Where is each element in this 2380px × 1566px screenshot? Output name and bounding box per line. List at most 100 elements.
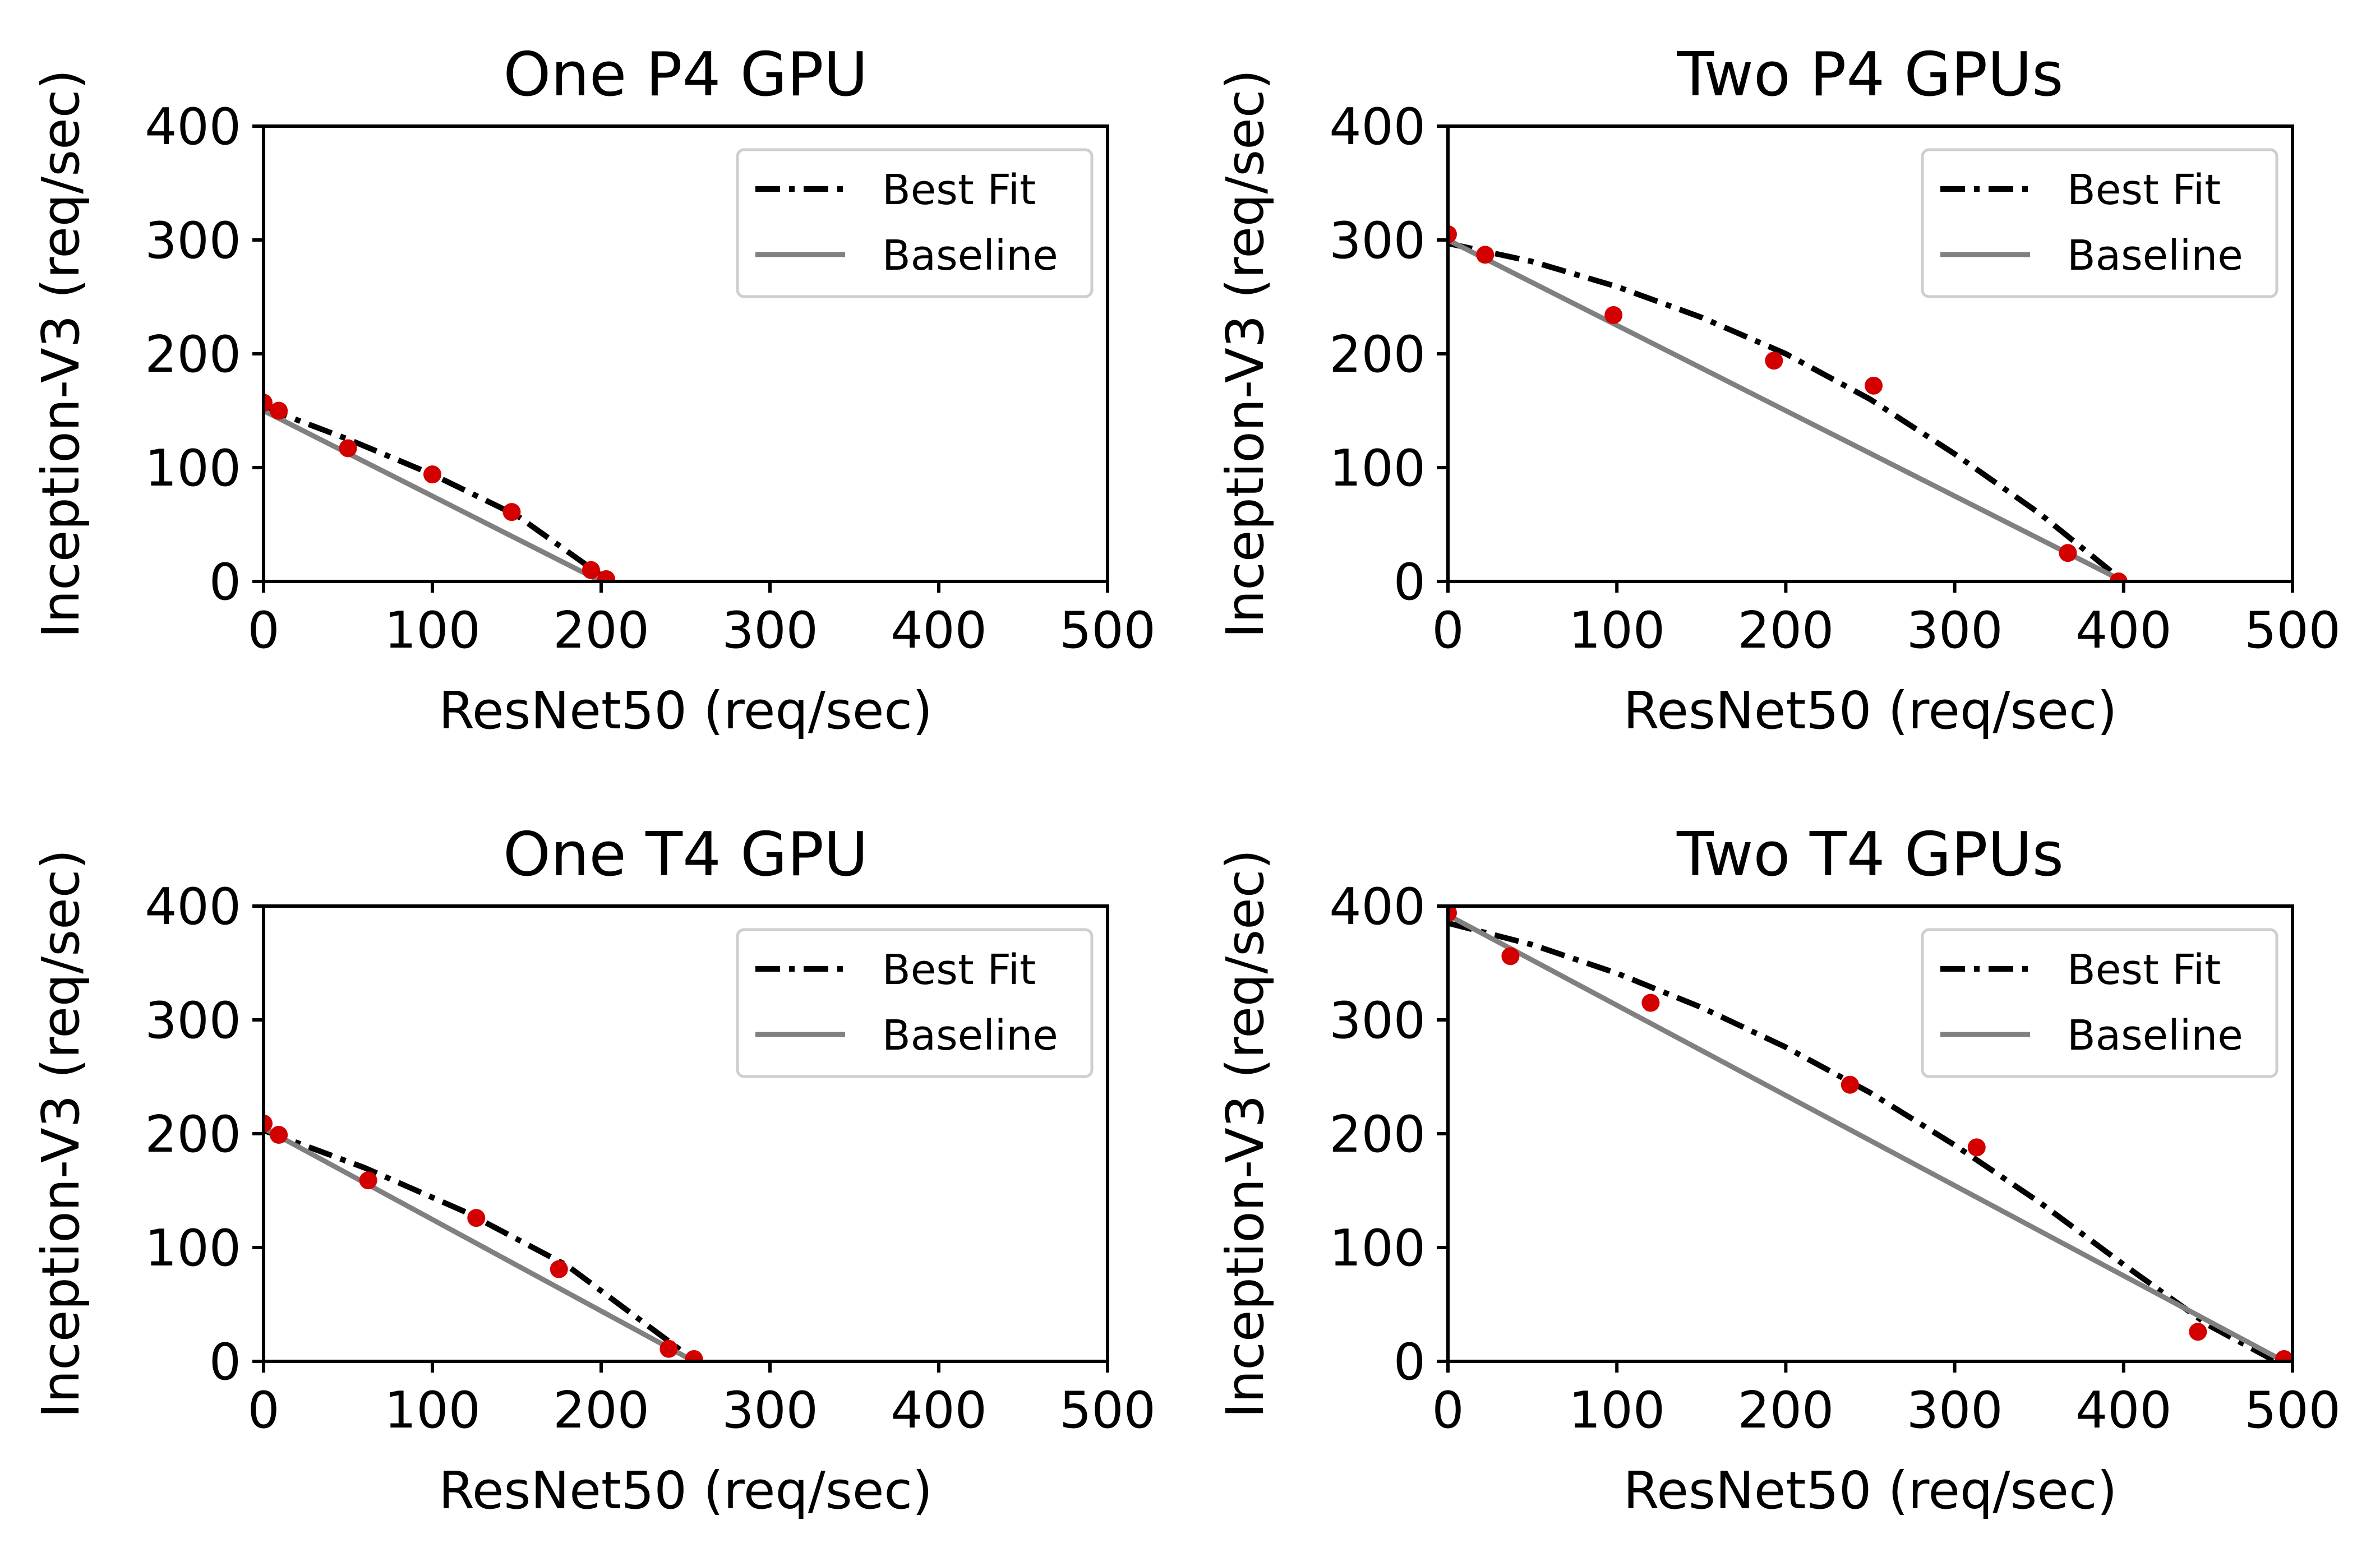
x-tick-label: 500 [1059, 601, 1156, 660]
x-tick-label: 300 [722, 1381, 818, 1440]
x-tick-label: 100 [384, 1381, 481, 1440]
data-point [270, 1126, 288, 1144]
y-tick-label: 0 [1394, 1333, 1426, 1392]
y-tick-label: 400 [1329, 98, 1426, 156]
x-axis-label: ResNet50 (req/sec) [439, 681, 933, 741]
baseline-line [1448, 237, 2125, 581]
x-tick-label: 0 [247, 1381, 279, 1440]
legend-label: Best Fit [882, 166, 1036, 214]
data-point [1765, 352, 1783, 370]
data-point [359, 1171, 377, 1190]
x-tick-label: 0 [1432, 1381, 1464, 1440]
data-point [1967, 1138, 1986, 1157]
data-point [1476, 246, 1495, 264]
x-tick-label: 0 [1432, 601, 1464, 660]
x-tick-label: 400 [891, 1381, 987, 1440]
y-axis-label: Inception-V3 (req/sec) [31, 849, 91, 1418]
plot-area [1448, 906, 2293, 1361]
y-tick-label: 200 [1329, 1105, 1426, 1164]
y-tick-label: 300 [145, 211, 241, 270]
data-point [1604, 306, 1623, 324]
data-point [685, 1350, 703, 1361]
best-fit-line [264, 404, 611, 581]
x-tick-label: 300 [1907, 1381, 2003, 1440]
data-point [2059, 544, 2077, 562]
x-axis-label: ResNet50 (req/sec) [1623, 681, 2118, 741]
y-tick-label: 0 [1394, 553, 1426, 612]
legend-label: Best Fit [882, 946, 1036, 994]
baseline-line [1448, 913, 2286, 1361]
y-tick-label: 200 [1329, 325, 1426, 384]
plot-area [264, 394, 616, 581]
data-point [582, 561, 600, 579]
y-tick-label: 400 [145, 98, 241, 156]
legend-label: Baseline [2067, 232, 2243, 280]
data-point [467, 1209, 486, 1227]
data-point [502, 503, 521, 521]
legend-label: Best Fit [2067, 166, 2221, 214]
y-tick-label: 200 [145, 1105, 241, 1164]
chart-panel-1: One P4 GPU 0 100 200 300 400 500 0 100 200 300 400 R… [31, 40, 1156, 741]
legend: Best Fit Baseline [1921, 928, 2278, 1078]
baseline-line [264, 408, 603, 581]
y-axis-label: Inception-V3 (req/sec) [31, 70, 91, 638]
chart-title: One T4 GPU [503, 820, 868, 890]
data-point [423, 465, 441, 484]
data-point [2189, 1323, 2207, 1341]
data-point [1841, 1075, 1859, 1094]
baseline-line [264, 1125, 695, 1361]
x-tick-label: 100 [1569, 601, 1665, 660]
x-tick-label: 300 [722, 601, 818, 660]
data-point [1448, 225, 1457, 243]
legend-label: Baseline [882, 232, 1058, 280]
data-point [550, 1260, 568, 1278]
x-axis-label: ResNet50 (req/sec) [1623, 1461, 2118, 1521]
legend-label: Baseline [2067, 1011, 2243, 1060]
chart-panel-4: Two T4 GPUs 0 100 200 300 400 500 0 100 200 300 400… [1215, 820, 2341, 1521]
data-point [264, 394, 273, 412]
y-axis-label: Inception-V3 (req/sec) [1215, 849, 1275, 1418]
y-tick-label: 300 [1329, 211, 1426, 270]
y-tick-label: 300 [1329, 991, 1426, 1050]
x-tick-label: 400 [2075, 601, 2172, 660]
y-tick-label: 100 [1329, 439, 1426, 498]
data-point [1448, 906, 1457, 922]
data-point [270, 401, 288, 420]
best-fit-line [1448, 241, 2125, 581]
chart-panel-3: One T4 GPU 0 100 200 300 400 500 0 100 200 300 400 R… [31, 820, 1156, 1521]
x-tick-label: 400 [891, 601, 987, 660]
plot-area [264, 1114, 703, 1361]
y-tick-label: 100 [145, 439, 241, 498]
chart-title: Two P4 GPUs [1676, 40, 2063, 110]
y-tick-label: 400 [1329, 877, 1426, 936]
y-tick-label: 400 [145, 877, 241, 936]
x-tick-label: 100 [1569, 1381, 1665, 1440]
data-point [339, 439, 357, 458]
data-point [1501, 947, 1520, 966]
data-point [659, 1339, 678, 1358]
legend: Best Fit Baseline [1921, 148, 2278, 298]
x-tick-label: 200 [553, 1381, 649, 1440]
x-tick-label: 200 [553, 601, 649, 660]
x-axis-label: ResNet50 (req/sec) [439, 1461, 933, 1521]
x-tick-label: 200 [1738, 1381, 1834, 1440]
x-tick-label: 500 [1059, 1381, 1156, 1440]
x-tick-label: 0 [247, 601, 279, 660]
chart-panel-2: Two P4 GPUs 0 100 200 300 400 500 0 100 200 300 400… [1215, 40, 2341, 741]
x-tick-label: 400 [2075, 1381, 2172, 1440]
x-tick-label: 300 [1907, 601, 2003, 660]
x-tick-label: 100 [384, 601, 481, 660]
data-point [1865, 376, 1883, 395]
y-axis-label: Inception-V3 (req/sec) [1215, 70, 1275, 638]
x-tick-label: 500 [2244, 601, 2341, 660]
x-tick-label: 500 [2244, 1381, 2341, 1440]
x-tick-label: 200 [1738, 601, 1834, 660]
y-tick-label: 100 [145, 1219, 241, 1278]
data-point [264, 1114, 273, 1133]
data-point [2275, 1350, 2293, 1361]
legend: Best Fit Baseline [736, 928, 1094, 1078]
data-point [1641, 994, 1660, 1012]
legend-label: Best Fit [2067, 946, 2221, 994]
chart-title: Two T4 GPUs [1676, 820, 2064, 890]
best-fit-line [264, 1128, 698, 1361]
